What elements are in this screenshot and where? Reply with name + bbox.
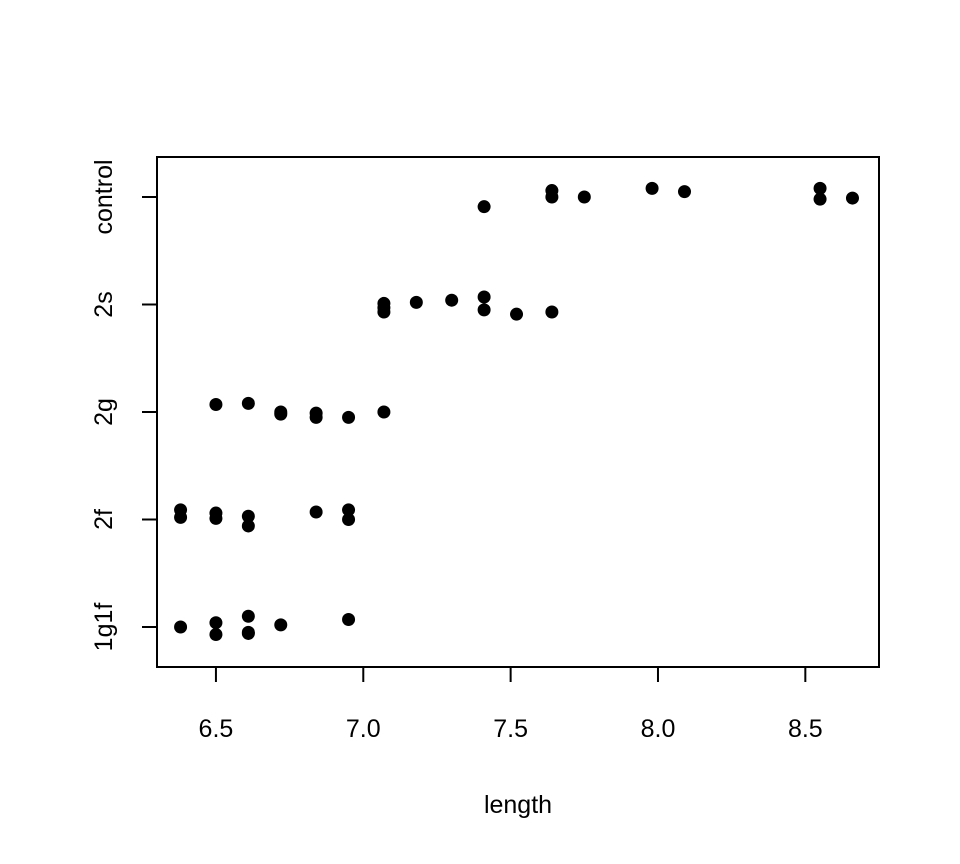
data-point: [241, 519, 255, 533]
data-points: [174, 181, 859, 642]
data-point: [813, 181, 827, 195]
data-point: [545, 305, 559, 319]
data-point: [845, 191, 859, 205]
data-point: [678, 185, 692, 199]
data-point: [377, 405, 391, 419]
data-point: [174, 510, 188, 524]
y-tick-label: control: [90, 159, 118, 234]
data-point: [477, 303, 491, 317]
x-axis: 6.5 7.0 7.5 8.0 8.5: [199, 666, 823, 743]
y-tick-label: 1g1f: [90, 603, 118, 652]
data-point: [342, 410, 356, 424]
data-point: [241, 396, 255, 410]
data-point: [813, 192, 827, 206]
data-point: [342, 612, 356, 626]
x-axis-label: length: [484, 791, 552, 819]
data-point: [309, 505, 323, 519]
data-point: [174, 620, 188, 634]
data-point: [645, 181, 659, 195]
data-point: [545, 190, 559, 204]
data-point: [274, 407, 288, 421]
data-point: [309, 410, 323, 424]
data-point: [241, 626, 255, 640]
x-tick-label: 8.0: [641, 715, 676, 743]
data-point: [510, 307, 524, 321]
data-point: [577, 190, 591, 204]
y-axis: 1g1f 2f 2g 2s control: [90, 159, 158, 652]
x-tick-label: 7.0: [346, 715, 381, 743]
data-point: [241, 509, 255, 523]
x-tick-label: 6.5: [199, 715, 234, 743]
data-point: [209, 397, 223, 411]
x-tick-label: 8.5: [788, 715, 823, 743]
x-tick-label: 7.5: [493, 715, 528, 743]
data-point: [409, 295, 423, 309]
data-point: [445, 293, 459, 307]
data-point: [477, 290, 491, 304]
plot-frame: [156, 156, 880, 668]
y-tick-label: 2g: [90, 398, 118, 426]
data-point: [477, 200, 491, 214]
data-point: [209, 616, 223, 630]
y-tick-label: 2s: [90, 291, 118, 317]
data-point: [209, 628, 223, 642]
data-point: [274, 618, 288, 632]
y-tick-label: 2f: [90, 509, 118, 530]
data-point: [342, 503, 356, 517]
data-point: [342, 513, 356, 526]
data-point: [241, 609, 255, 623]
data-point: [209, 511, 223, 525]
data-point: [377, 305, 391, 319]
